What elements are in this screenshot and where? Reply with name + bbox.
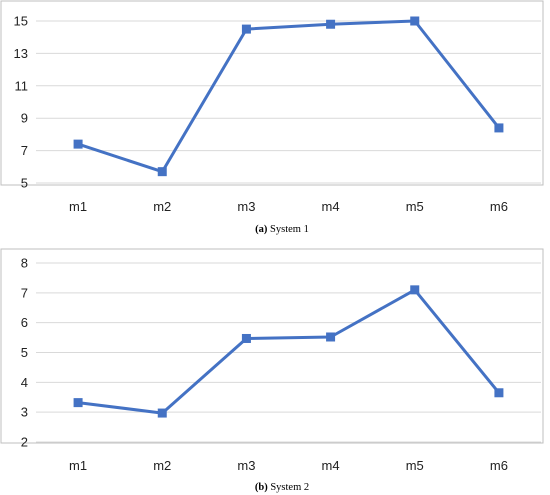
y-tick-label: 15 xyxy=(14,14,28,29)
caption-text: System 1 xyxy=(270,224,309,235)
caption-label: (a) xyxy=(255,224,268,235)
data-point-marker xyxy=(410,285,420,295)
chart-system-2: 2 3 4 5 6 7 8 m1 m2 m3 m4 m5 m6 (b) System 2 xyxy=(0,248,544,493)
series-line xyxy=(77,288,501,415)
data-point-marker xyxy=(494,123,504,133)
chart-frame xyxy=(0,248,544,444)
x-tick-label: m2 xyxy=(153,458,171,473)
data-point-marker xyxy=(241,333,251,343)
x-tick-label: m3 xyxy=(237,458,255,473)
x-tick-label: m4 xyxy=(322,458,340,473)
data-point-marker xyxy=(157,167,167,177)
y-tick-label: 7 xyxy=(21,143,28,158)
series-line xyxy=(77,19,501,174)
data-point-marker xyxy=(326,332,336,342)
x-tick-label: m6 xyxy=(490,199,508,214)
y-tick-label: 7 xyxy=(21,285,28,300)
data-point-marker xyxy=(73,139,83,149)
y-tick-label: 8 xyxy=(21,256,28,271)
caption-label: (b) xyxy=(255,482,268,493)
x-tick-label: m1 xyxy=(69,199,87,214)
y-tick-label: 2 xyxy=(21,435,28,450)
y-tick-label: 9 xyxy=(21,111,28,126)
y-tick-label: 5 xyxy=(21,345,28,360)
x-tick-label: m5 xyxy=(406,458,424,473)
y-tick-label: 11 xyxy=(15,78,29,93)
data-point-marker xyxy=(157,408,167,418)
chart-caption: (b) System 2 xyxy=(255,482,309,493)
x-tick-label: m4 xyxy=(322,199,340,214)
x-tick-label: m3 xyxy=(237,199,255,214)
y-tick-label: 3 xyxy=(21,405,28,420)
data-point-marker xyxy=(241,24,251,34)
x-tick-label: m6 xyxy=(490,458,508,473)
chart-frame xyxy=(0,0,544,186)
data-point-marker xyxy=(494,388,504,398)
data-point-marker xyxy=(326,19,336,29)
x-tick-label: m1 xyxy=(69,458,87,473)
chart-caption: (a) System 1 xyxy=(255,224,309,235)
caption-text: System 2 xyxy=(270,482,309,493)
y-tick-label: 4 xyxy=(21,375,28,390)
data-point-marker xyxy=(73,398,83,408)
y-tick-label: 5 xyxy=(21,176,28,191)
chart-system-1: 5 7 9 11 13 15 m1 m2 m3 m4 m5 m6 (a) System 1 xyxy=(0,0,544,235)
x-tick-label: m5 xyxy=(406,199,424,214)
y-tick-label: 13 xyxy=(14,46,28,61)
y-tick-label: 6 xyxy=(21,315,28,330)
x-tick-label: m2 xyxy=(153,199,171,214)
data-point-marker xyxy=(410,16,420,26)
